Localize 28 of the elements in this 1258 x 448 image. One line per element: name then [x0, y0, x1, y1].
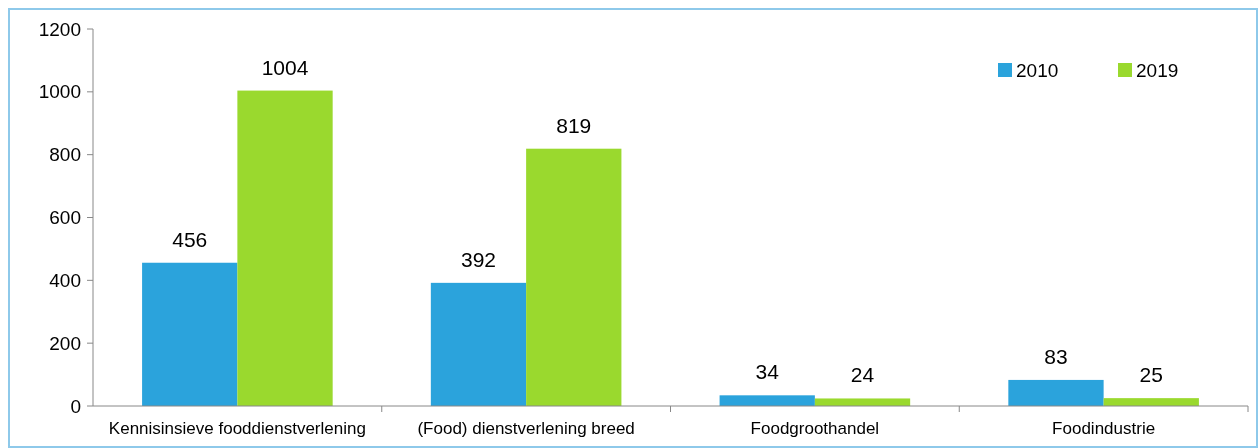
- y-tick-label: 600: [49, 207, 81, 229]
- data-label: 34: [755, 360, 780, 384]
- y-tick-label: 400: [49, 269, 81, 291]
- bar: [1008, 379, 1104, 406]
- x-tick-label: Foodindustrie: [1052, 419, 1156, 438]
- y-tick-label: 200: [49, 332, 81, 354]
- data-label: 819: [556, 113, 592, 137]
- data-label: 24: [850, 363, 875, 387]
- legend-label: 2010: [1016, 59, 1059, 81]
- data-label: 25: [1139, 363, 1163, 387]
- x-tick-label: Foodgroothandel: [750, 419, 880, 438]
- bar: [719, 395, 815, 406]
- y-tick-label: 1200: [38, 18, 81, 40]
- bar: [430, 282, 527, 406]
- legend-label: 2019: [1136, 59, 1179, 81]
- y-tick-label: 0: [70, 395, 81, 417]
- data-label: 83: [1044, 344, 1068, 368]
- bar: [526, 148, 622, 406]
- bar: [237, 90, 333, 406]
- bar: [142, 262, 238, 406]
- data-label: 456: [172, 227, 208, 251]
- y-tick-label: 1000: [38, 81, 81, 103]
- x-tick-label: Kennisinsieve fooddienstverlening: [108, 419, 366, 438]
- bar: [814, 398, 911, 406]
- data-label: 392: [460, 247, 496, 271]
- data-label: 1004: [261, 55, 309, 79]
- x-tick-label: (Food) dienstverlening breed: [417, 419, 635, 438]
- y-tick-label: 800: [49, 144, 81, 166]
